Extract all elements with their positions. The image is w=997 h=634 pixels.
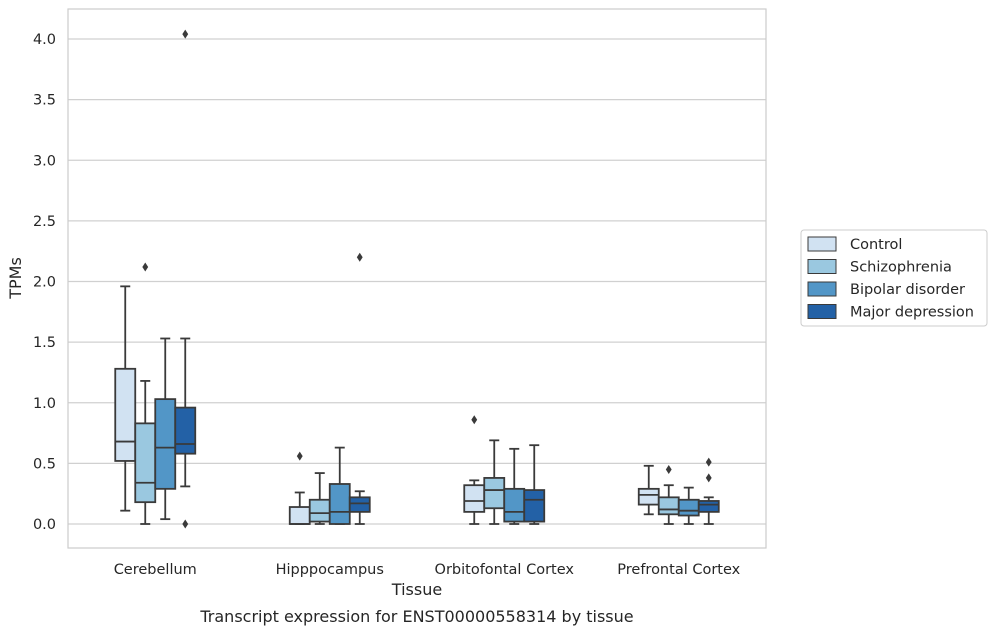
y-gridlines <box>68 38 766 525</box>
plot-area-frame <box>67 8 767 549</box>
box-body <box>114 367 137 462</box>
box-body <box>154 398 177 490</box>
box-body <box>523 489 546 523</box>
outlier-point <box>471 415 478 425</box>
box-body <box>463 484 486 513</box>
y-tick-label: 1.5 <box>33 335 56 351</box>
box <box>288 451 311 525</box>
box <box>348 252 371 525</box>
box <box>174 29 197 529</box>
box-body <box>483 477 506 510</box>
y-axis-label: TPMs <box>6 257 25 300</box>
legend-swatch <box>807 281 837 297</box>
box <box>134 262 157 525</box>
series-control <box>114 285 660 525</box>
series-schizophrenia <box>134 262 680 525</box>
legend-label: Major depression <box>850 305 974 321</box>
box <box>463 415 486 525</box>
box-body <box>503 487 526 523</box>
y-tick-label: 3.5 <box>33 93 56 109</box>
series-bipolar-disorder <box>154 337 700 525</box>
box <box>483 439 506 525</box>
box <box>114 285 137 512</box>
y-tick-label: 3.0 <box>33 153 56 169</box>
legend: Control Schizophrenia Bipolar disorder Majo… <box>800 229 988 327</box>
series-major-depression <box>174 29 720 529</box>
legend-swatch <box>807 259 837 274</box>
legend-label: Bipolar disorder <box>850 282 965 298</box>
x-axis-label: Tissue <box>391 580 442 599</box>
y-tick-label: 0.0 <box>33 517 56 533</box>
box <box>328 446 351 525</box>
box-body <box>637 487 660 506</box>
y-tick-label: 1.0 <box>33 396 56 412</box>
box-body <box>288 506 311 525</box>
box-body <box>174 406 197 455</box>
box-body <box>348 496 371 513</box>
box <box>637 464 660 516</box>
x-tick-label: Orbitofontal Cortex <box>435 562 575 578</box>
outlier-point <box>182 29 189 39</box>
box-body <box>134 422 157 504</box>
box-series <box>114 29 720 529</box>
box-body <box>328 483 351 525</box>
chart-caption: Transcript expression for ENST0000055831… <box>199 607 633 626</box>
legend-label: Schizophrenia <box>850 260 952 276</box>
y-tick-label: 2.5 <box>33 214 56 230</box>
outlier-point <box>182 519 189 529</box>
box <box>308 472 331 525</box>
outlier-point <box>705 473 712 483</box>
outlier-point <box>665 464 672 474</box>
legend-swatch <box>807 304 837 319</box>
box <box>523 444 546 525</box>
box <box>677 486 700 525</box>
legend-frame <box>800 229 988 327</box>
outlier-point <box>356 252 363 262</box>
box <box>154 337 177 521</box>
outlier-point <box>296 451 303 461</box>
box-body <box>657 496 680 516</box>
y-tick-label: 2.0 <box>33 275 56 291</box>
y-tick-label: 0.5 <box>33 456 56 472</box>
box <box>657 464 680 525</box>
x-tick-label: Prefrontal Cortex <box>617 562 740 578</box>
box <box>503 447 526 525</box>
box-body <box>697 500 720 513</box>
outlier-point <box>705 457 712 467</box>
x-tick-label: Cerebellum <box>114 562 197 578</box>
x-tick-labels: Cerebellum Hipppocampus Orbitofontal Corte… <box>114 562 741 578</box>
box-body <box>677 498 700 517</box>
legend-label: Control <box>850 237 902 253</box>
y-tick-label: 4.0 <box>33 32 56 48</box>
y-tick-labels: 0.0 0.5 1.0 1.5 2.0 2.5 3.0 3.5 4.0 <box>33 32 56 533</box>
outlier-point <box>142 262 149 272</box>
x-tick-label: Hipppocampus <box>276 562 384 578</box>
box <box>697 457 720 525</box>
box-body <box>308 498 331 523</box>
legend-swatch <box>807 236 837 252</box>
